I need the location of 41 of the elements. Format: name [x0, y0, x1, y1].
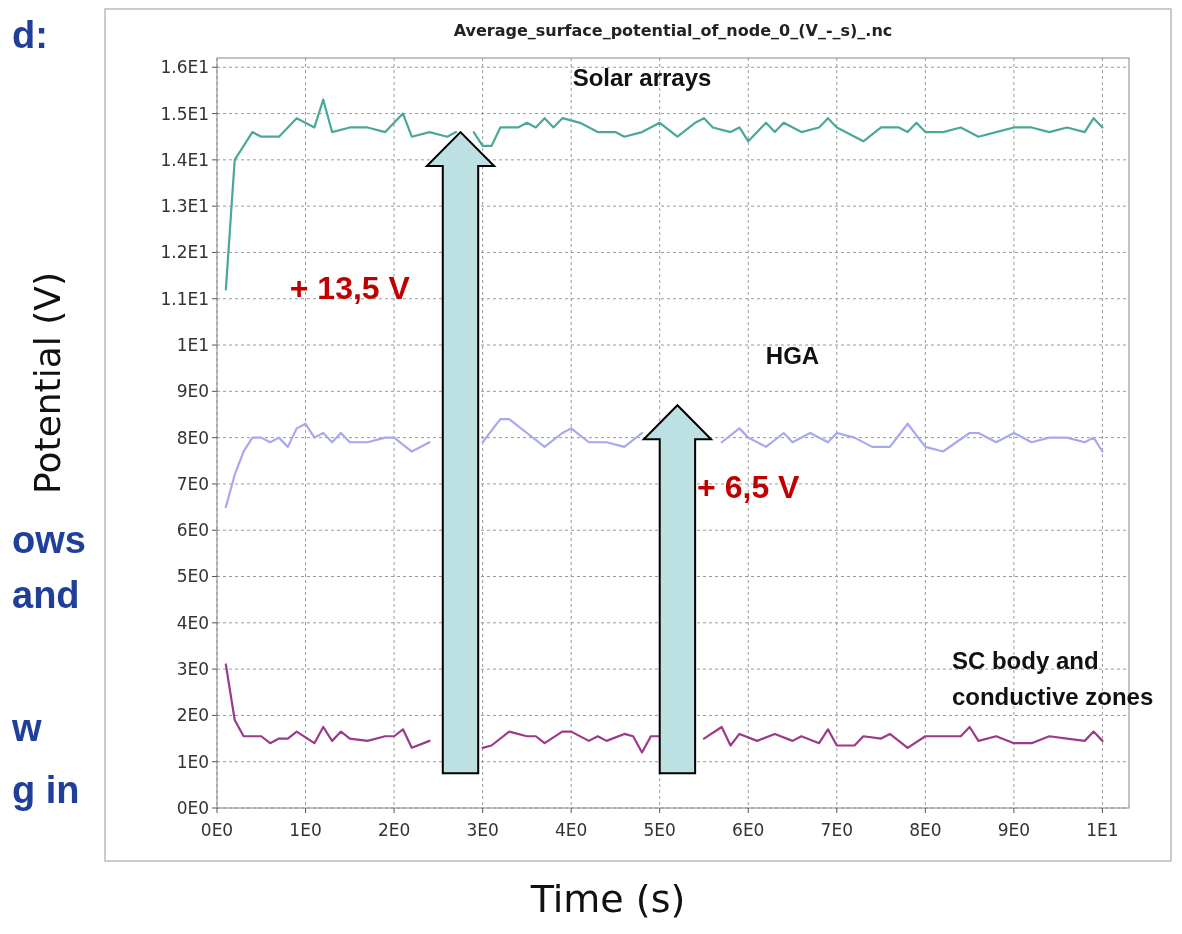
x-tick-label: 4E0: [554, 820, 588, 840]
x-tick-label: 7E0: [820, 820, 853, 840]
text: w: [11, 707, 42, 749]
x-tick-label: 1E0: [289, 820, 322, 840]
x-axis-title: Time (s): [529, 877, 686, 921]
x-tick-label: 8E0: [909, 820, 942, 840]
y-tick-label: 1.3E1: [160, 196, 209, 217]
y-tick-label: 1.2E1: [160, 242, 209, 263]
x-tick-label: 1E1: [1086, 820, 1119, 840]
annotation: Solar arrays: [572, 63, 712, 91]
y-tick-label: 8E0: [176, 427, 209, 448]
y-axis-title: Potential (V): [27, 272, 68, 494]
y-tick-label: 0E0: [176, 797, 209, 818]
y-tick-label: 6E0: [176, 520, 209, 541]
y-tick-label: 1.4E1: [160, 149, 209, 170]
x-tick-label: 3E0: [466, 820, 499, 840]
text: ows: [12, 519, 86, 561]
annotation: SC body and conductive zones: [951, 647, 1154, 711]
y-tick-label: 1.5E1: [160, 103, 209, 124]
x-tick-label: 6E0: [732, 820, 765, 840]
y-tick-label: 5E0: [176, 566, 209, 587]
chart-title: Average_surface_potential_of_node_0_(V_-_s)_.nc: [453, 21, 893, 40]
y-tick-label: 3E0: [176, 659, 209, 680]
y-tick-label: 1.6E1: [160, 57, 209, 78]
text: and: [12, 574, 80, 616]
y-tick-label: 7E0: [176, 473, 209, 494]
text: g in: [12, 769, 80, 811]
y-tick-label: 1E1: [176, 334, 209, 355]
annotation: + 13,5 V: [289, 269, 411, 306]
y-tick-label: 4E0: [176, 612, 209, 633]
x-tick-label: 9E0: [997, 820, 1031, 840]
annotation: + 6,5 V: [697, 468, 801, 505]
x-tick-label: 5E0: [643, 820, 676, 840]
x-tick-label: 2E0: [377, 820, 411, 840]
text: d:: [12, 14, 48, 56]
y-tick-label: 1.1E1: [160, 288, 209, 309]
y-tick-label: 2E0: [176, 705, 209, 726]
x-tick-label: 0E0: [200, 820, 234, 840]
y-tick-label: 9E0: [176, 381, 209, 402]
y-tick-label: 1E0: [176, 751, 209, 772]
annotation: HGA: [765, 341, 820, 369]
